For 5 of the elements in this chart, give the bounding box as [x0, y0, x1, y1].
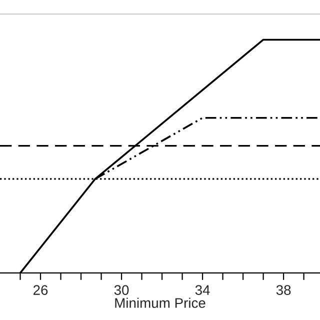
x-tick-label: 30	[114, 285, 129, 295]
x-axis-title: Minimum Price	[115, 298, 206, 308]
x-tick-label: 34	[195, 285, 210, 295]
x-tick-label: 26	[33, 285, 48, 295]
x-tick-label: 38	[276, 285, 291, 295]
